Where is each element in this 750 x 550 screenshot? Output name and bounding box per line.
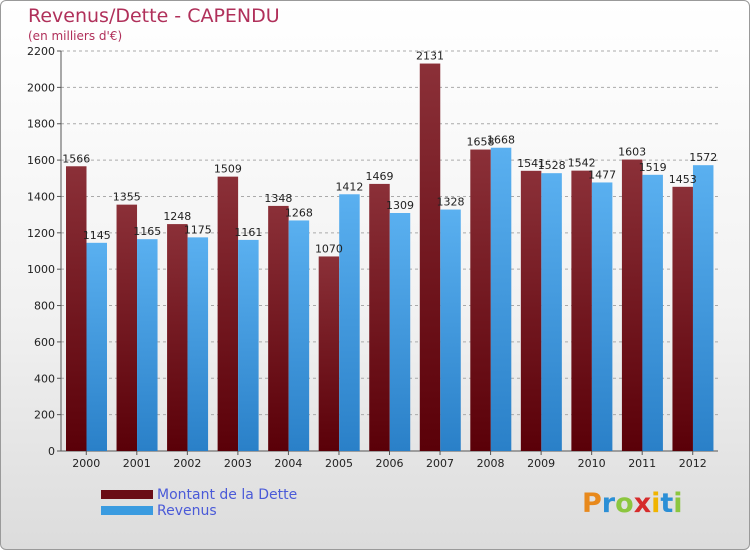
bar-dette: [419, 63, 441, 451]
y-tick-label: 0: [48, 445, 55, 458]
x-tick-label: 2010: [578, 457, 606, 470]
data-label: 1658: [467, 136, 495, 149]
y-tick-label: 1800: [27, 118, 55, 131]
data-label: 1566: [62, 152, 90, 165]
bar-dette: [369, 183, 390, 451]
chart-subtitle: (en milliers d'€): [28, 29, 123, 43]
bar-revenus: [238, 239, 259, 451]
data-label: 1165: [133, 225, 161, 238]
x-tick-label: 2000: [72, 457, 100, 470]
logo-letter: P: [582, 488, 602, 519]
bar-dette: [470, 149, 491, 451]
bar-dette: [217, 176, 239, 452]
y-tick-label: 1200: [27, 227, 55, 240]
bar-revenus: [187, 237, 209, 451]
bar-dette: [66, 166, 87, 452]
logo-letter: i: [673, 488, 683, 519]
y-tick-label: 2200: [27, 45, 55, 58]
bar-dette: [672, 186, 693, 451]
x-tick-label: 2002: [173, 457, 201, 470]
x-tick-label: 2004: [274, 457, 302, 470]
y-tick-label: 1400: [27, 190, 55, 203]
x-tick-label: 2011: [628, 457, 656, 470]
legend-label-revenus: Revenus: [157, 503, 217, 519]
bar-dette: [520, 170, 542, 451]
data-label: 1412: [335, 180, 363, 193]
data-label: 1519: [639, 161, 667, 174]
data-label: 1145: [83, 229, 111, 242]
y-tick-label: 400: [34, 372, 55, 385]
data-label: 1509: [214, 163, 242, 176]
bar-dette: [268, 205, 289, 451]
data-label: 1572: [689, 151, 717, 164]
data-label: 1453: [669, 173, 697, 186]
y-tick-label: 200: [34, 409, 55, 422]
bar-revenus: [137, 239, 158, 451]
x-tick-label: 2005: [325, 457, 353, 470]
x-tick-label: 2007: [426, 457, 454, 470]
data-label: 1161: [234, 226, 262, 239]
data-label: 1328: [437, 196, 465, 209]
y-tick-label: 600: [34, 336, 55, 349]
bar-dette: [116, 204, 138, 451]
data-label: 1309: [386, 199, 414, 212]
data-label: 1541: [517, 157, 545, 170]
bar-dette: [621, 159, 643, 451]
data-label: 1268: [285, 206, 313, 219]
bar-revenus: [339, 194, 360, 452]
bar-revenus: [692, 165, 714, 451]
data-label: 1668: [487, 134, 515, 147]
data-label: 1477: [588, 168, 616, 181]
legend-swatch-dette: [101, 490, 153, 499]
bar-revenus: [389, 213, 411, 451]
y-tick-label: 1600: [27, 154, 55, 167]
data-label: 1348: [264, 192, 292, 205]
y-tick-label: 800: [34, 300, 55, 313]
bar-revenus: [642, 174, 663, 451]
data-label: 1603: [618, 146, 646, 159]
legend-swatch-revenus: [101, 506, 153, 515]
x-tick-label: 2012: [679, 457, 707, 470]
bar-revenus: [288, 220, 310, 451]
bar-revenus: [440, 209, 461, 451]
data-label: 1355: [113, 191, 141, 204]
bar-revenus: [490, 147, 512, 451]
logo-letter: i: [651, 488, 661, 519]
chart-title: Revenus/Dette - CAPENDU: [28, 5, 280, 27]
y-tick-label: 2000: [27, 81, 55, 94]
data-label: 1528: [538, 159, 566, 172]
data-label: 1248: [163, 210, 191, 223]
legend-label-dette: Montant de la Dette: [157, 487, 298, 503]
x-tick-label: 2003: [224, 457, 252, 470]
bar-dette: [318, 256, 340, 451]
proxiti-logo: Proxiti: [582, 488, 683, 519]
data-label: 1175: [184, 223, 212, 236]
bar-revenus: [86, 242, 107, 451]
x-tick-label: 2008: [477, 457, 505, 470]
x-tick-label: 2009: [527, 457, 555, 470]
bar-revenus: [591, 182, 613, 452]
data-label: 1542: [568, 157, 596, 170]
bar-dette: [571, 170, 592, 452]
bar-dette: [167, 224, 188, 451]
data-label: 2131: [416, 50, 444, 63]
logo-letter: t: [660, 488, 674, 519]
y-tick-label: 1000: [27, 263, 55, 276]
data-label: 1469: [365, 170, 393, 183]
data-label: 1070: [315, 242, 343, 255]
axes: 0 200 400 600 800 1000 1200 1400 1600 1800 2000 220…: [27, 45, 718, 470]
logo-letter: x: [633, 488, 652, 519]
bars: [66, 63, 714, 452]
bar-revenus: [541, 173, 562, 451]
logo-letter: o: [615, 488, 634, 519]
logo-letter: r: [601, 488, 616, 519]
x-tick-label: 2006: [376, 457, 404, 470]
x-tick-label: 2001: [123, 457, 151, 470]
